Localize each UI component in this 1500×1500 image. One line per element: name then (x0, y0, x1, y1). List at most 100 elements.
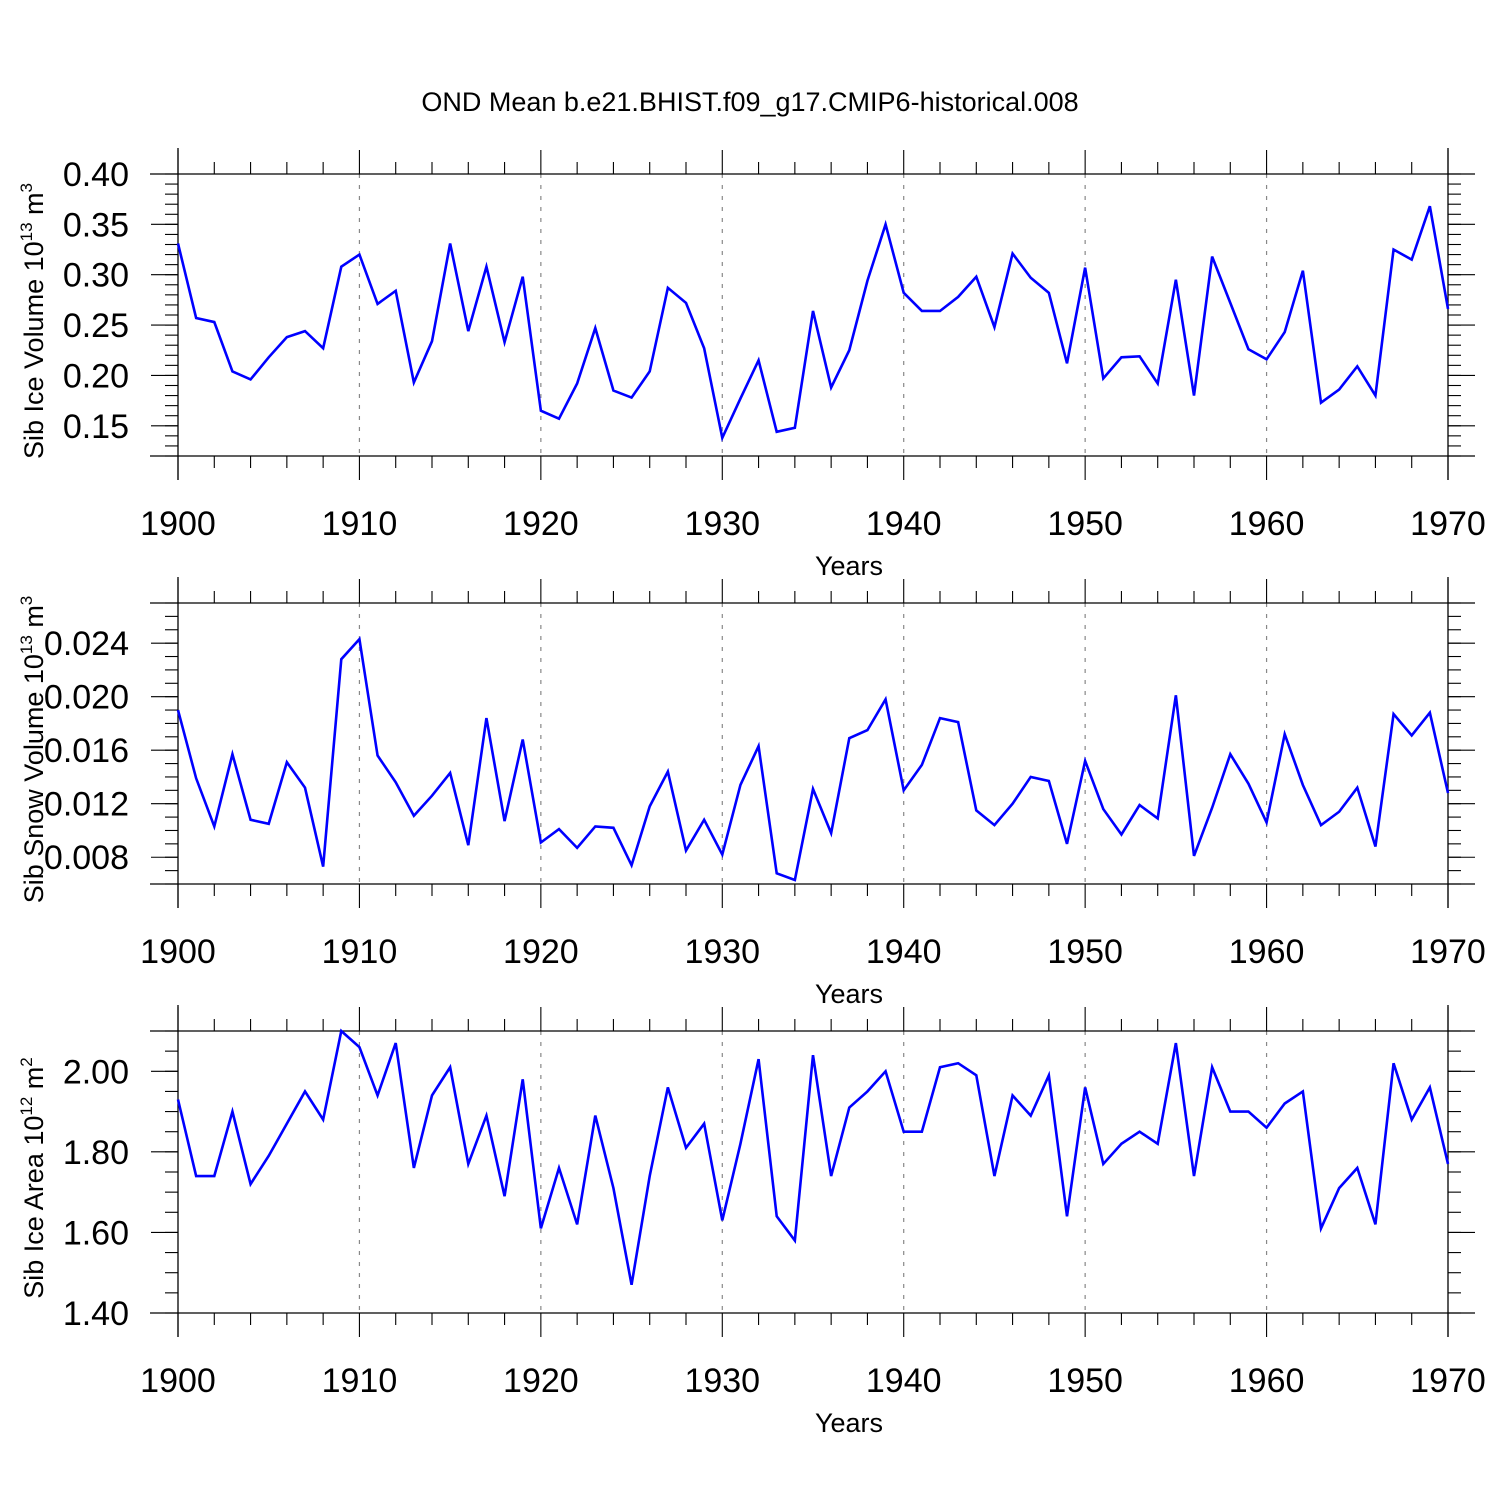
data-point (503, 820, 506, 823)
data-point (703, 347, 706, 350)
data-point (1120, 356, 1123, 359)
y-tick-label: 0.008 (44, 839, 129, 877)
data-point (1120, 833, 1123, 836)
x-tick-label: 1950 (1047, 1362, 1123, 1400)
data-point (848, 737, 851, 740)
data-point (812, 788, 815, 791)
data-point (431, 1094, 434, 1097)
data-point (177, 709, 180, 712)
data-point (1211, 1066, 1214, 1069)
y-tick-label: 0.020 (44, 679, 129, 717)
data-point (1374, 394, 1377, 397)
y-axis-label: Sib Ice Area 1012 m2 (17, 1057, 49, 1299)
x-axis-label: Years (815, 979, 883, 1009)
data-point (1410, 1118, 1413, 1121)
data-point (1447, 792, 1450, 795)
y-tick-label: 0.024 (44, 625, 129, 663)
data-point (340, 1030, 343, 1033)
series-line (176, 1028, 1450, 1286)
data-point (884, 1070, 887, 1073)
data-point (558, 417, 561, 420)
data-point (267, 822, 270, 825)
data-point (902, 1130, 905, 1133)
data-point (503, 341, 506, 344)
y-tick-label: 0.15 (63, 408, 129, 446)
panel-3: 1.40 1.60 1.80 2.00 1900 1910 1920 1930 1940 1950… (17, 1005, 1486, 1438)
y-axis-label-exponent: 12 (17, 1097, 36, 1116)
data-point (304, 786, 307, 789)
data-point (1283, 331, 1286, 334)
x-tick-label: 1930 (684, 933, 760, 971)
data-point (921, 1130, 924, 1133)
data-point (449, 1066, 452, 1069)
x-tick-label: 1910 (322, 1362, 398, 1400)
x-axis-label: Years (815, 1408, 883, 1438)
data-point (213, 825, 216, 828)
data-point (1048, 1074, 1051, 1077)
x-tick-label: 1930 (684, 505, 760, 543)
data-point (975, 1074, 978, 1077)
data-point (1392, 713, 1395, 716)
data-point (231, 753, 234, 756)
data-point (794, 427, 797, 430)
y-axis-label-unit-exponent: 3 (17, 183, 36, 192)
data-point (467, 1163, 470, 1166)
data-point (1138, 355, 1141, 358)
data-point (1265, 1126, 1268, 1129)
data-point (376, 1094, 379, 1097)
x-tick-label: 1960 (1229, 933, 1305, 971)
data-point (939, 717, 942, 720)
panel-2: 0.008 0.012 0.016 0.020 0.024 1900 1910 1920 193… (17, 577, 1486, 1009)
y-axis-label-text: Sib Ice Volume 10 (19, 241, 49, 459)
data-point (630, 864, 633, 867)
data-point (1193, 394, 1196, 397)
data-point (177, 1098, 180, 1101)
data-point (431, 340, 434, 343)
y-axis-label-exponent: 13 (17, 635, 36, 654)
x-tick-label: 1950 (1047, 933, 1123, 971)
data-point (1338, 810, 1341, 813)
data-point (249, 818, 252, 821)
data-point (975, 275, 978, 278)
data-point (322, 865, 325, 868)
data-point (957, 721, 960, 724)
data-point (648, 1175, 651, 1178)
data-point (1302, 784, 1305, 787)
data-point (1120, 1143, 1123, 1146)
data-point (1029, 276, 1032, 279)
data-point (521, 1078, 524, 1081)
data-point (1084, 1086, 1087, 1089)
data-point (213, 321, 216, 324)
data-point (1320, 1227, 1323, 1230)
x-axis-label: Years (815, 551, 883, 581)
data-point (1138, 804, 1141, 807)
y-axis-label: Sib Ice Volume 1013 m3 (17, 183, 49, 459)
data-point (286, 761, 289, 764)
data-point (1048, 292, 1051, 295)
data-point (685, 849, 688, 852)
data-point (630, 396, 633, 399)
data-point (667, 287, 670, 290)
data-point (594, 825, 597, 828)
data-point (739, 397, 742, 400)
data-point (1011, 252, 1014, 255)
data-point (467, 330, 470, 333)
data-point (1447, 308, 1450, 311)
series-line (176, 636, 1450, 882)
y-tick-label: 0.35 (63, 206, 129, 244)
y-axis-label-unit: m (19, 1067, 49, 1097)
data-point (195, 317, 198, 320)
data-point (1066, 843, 1069, 846)
y-axis-label-text: Sib Ice Area 10 (19, 1116, 49, 1299)
data-point (286, 1122, 289, 1125)
data-point (376, 303, 379, 306)
data-point (1247, 1110, 1250, 1113)
data-point (1283, 1102, 1286, 1105)
y-axis-label-unit: m (19, 192, 49, 222)
data-point (884, 223, 887, 226)
data-point (866, 279, 869, 282)
data-point (902, 789, 905, 792)
data-point (267, 1155, 270, 1158)
x-tick-label: 1900 (140, 1362, 216, 1400)
data-point (757, 745, 760, 748)
